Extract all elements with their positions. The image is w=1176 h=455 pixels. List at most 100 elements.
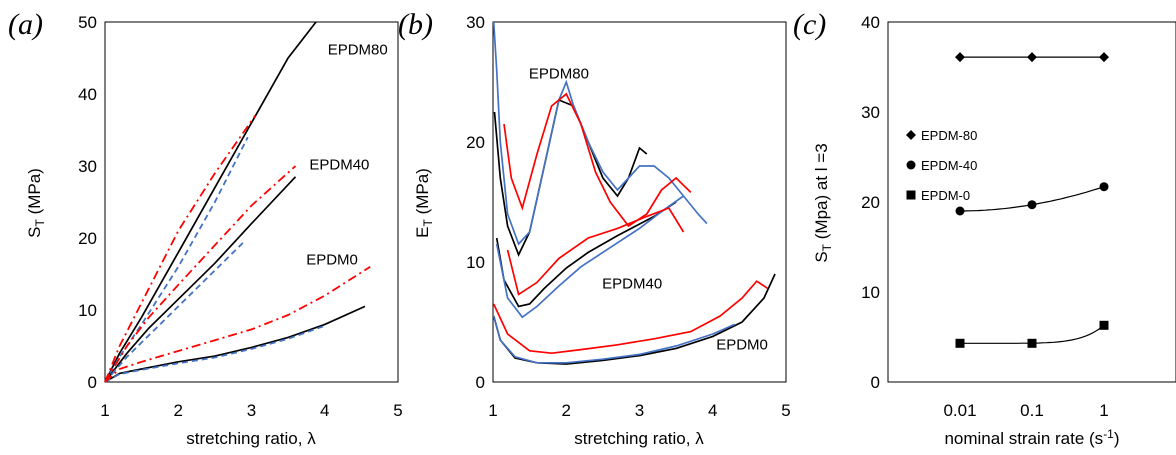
panel-c-legend-marker-0 bbox=[906, 130, 916, 140]
panel-c-point-2-2 bbox=[1099, 320, 1109, 330]
panel-c-x-tick-2: 1 bbox=[1099, 401, 1108, 420]
panel-b-curve-label-2: EPDM0 bbox=[716, 337, 768, 354]
panel-c-x-label-sup: -1 bbox=[1103, 427, 1114, 441]
panel-a-y-tick-labels: 0 10 20 30 40 50 bbox=[78, 13, 97, 392]
panel-c-y-label-sub: T bbox=[820, 243, 834, 251]
panel-b-series-line-3 bbox=[495, 201, 677, 308]
panel-a-curve-label-2: EPDM0 bbox=[306, 252, 358, 269]
panel-c-point-0-1 bbox=[1027, 52, 1037, 63]
panel-a-series-line-8 bbox=[104, 266, 371, 383]
panel-a-series-line-3 bbox=[104, 176, 297, 383]
panel-b-series-line-2 bbox=[503, 92, 692, 228]
panel-b-modulus-chart: 1 2 3 4 5 0 10 20 30 EPDM80 EPDM40 EPDM0 (b) stre… bbox=[398, 8, 791, 448]
panel-a-x-tick-4: 5 bbox=[393, 401, 402, 420]
panel-a-y-tick-0: 0 bbox=[88, 373, 97, 392]
panel-b-curve-label-1: EPDM40 bbox=[602, 275, 662, 292]
panel-a-x-axis-label: stretching ratio, λ bbox=[186, 429, 316, 448]
panel-c-point-1-0 bbox=[955, 206, 965, 216]
panel-c-legend-label-1: EPDM-40 bbox=[921, 158, 977, 173]
panel-b-y-axis-label: ET (MPa) bbox=[413, 168, 435, 238]
panel-b-x-tick-labels: 1 2 3 4 5 bbox=[488, 401, 790, 420]
panel-c-y-label-main: S bbox=[812, 251, 831, 262]
panel-c-legend-marker-1 bbox=[906, 160, 916, 170]
panel-c-legend: EPDM-80 EPDM-40 EPDM-0 bbox=[906, 128, 977, 203]
panel-b-y-tick-2: 20 bbox=[466, 133, 485, 152]
panel-b-y-tick-labels: 0 10 20 30 bbox=[466, 13, 485, 392]
panel-b-curve-label-0: EPDM80 bbox=[529, 65, 589, 82]
panel-a-series-line-0 bbox=[104, 21, 317, 383]
panel-c-y-tick-1: 10 bbox=[861, 283, 880, 302]
panel-c-series-group bbox=[955, 52, 1109, 348]
panel-a-y-label-unit: (MPa) bbox=[25, 168, 44, 219]
panel-c-y-tick-3: 30 bbox=[861, 103, 880, 122]
panel-a-series-line-7 bbox=[104, 324, 326, 383]
panel-b-y-tick-0: 0 bbox=[476, 373, 485, 392]
panel-a-y-tick-1: 10 bbox=[78, 301, 97, 320]
panel-c-point-1-2 bbox=[1099, 182, 1109, 192]
panel-c-x-axis-label: nominal strain rate (s-1) bbox=[944, 427, 1119, 448]
panel-c-letter: (c) bbox=[793, 8, 826, 41]
panel-b-y-label-sub: T bbox=[421, 219, 435, 227]
panel-c-x-label-main: nominal strain rate (s bbox=[944, 429, 1103, 448]
panel-c-x-tick-0: 0.01 bbox=[943, 401, 976, 420]
panel-a-y-tick-2: 20 bbox=[78, 229, 97, 248]
panel-c-point-2-0 bbox=[955, 338, 965, 348]
panel-a-y-tick-3: 30 bbox=[78, 157, 97, 176]
panel-a-x-tick-1: 2 bbox=[174, 401, 183, 420]
panel-c-point-0-2 bbox=[1099, 52, 1109, 63]
panel-b-x-tick-0: 1 bbox=[488, 401, 497, 420]
panel-c-point-0-0 bbox=[955, 52, 965, 63]
panel-a-x-tick-labels: 1 2 3 4 5 bbox=[100, 401, 402, 420]
panel-c-y-axis-label: ST (Mpa) at l =3 bbox=[812, 143, 834, 262]
panel-b-y-tick-3: 30 bbox=[466, 13, 485, 32]
panel-c-x-tick-labels: 0.01 0.1 1 bbox=[943, 401, 1108, 420]
panel-b-series-line-4 bbox=[495, 195, 684, 319]
panel-c-point-1-1 bbox=[1027, 200, 1037, 210]
panel-c-y-tick-labels: 0 10 20 30 40 bbox=[861, 13, 880, 392]
panel-b-x-tick-3: 4 bbox=[708, 401, 717, 420]
panel-a-curve-label-1: EPDM40 bbox=[309, 157, 369, 174]
panel-b-series-line-1 bbox=[492, 21, 708, 246]
panel-a-x-tick-3: 4 bbox=[320, 401, 329, 420]
panel-c-plot-area bbox=[887, 21, 1176, 383]
panel-a-curve-label-0: EPDM80 bbox=[328, 41, 388, 58]
panel-a-x-tick-0: 1 bbox=[100, 401, 109, 420]
panel-a-curve-labels: EPDM80 EPDM40 EPDM0 bbox=[306, 41, 387, 268]
panel-c-x-label-end: ) bbox=[1114, 429, 1120, 448]
panel-c-y-tick-4: 40 bbox=[861, 13, 880, 32]
panel-a-series-line-5 bbox=[104, 165, 297, 383]
panel-a-y-tick-5: 50 bbox=[78, 13, 97, 32]
panel-b-letter: (b) bbox=[398, 8, 433, 41]
panel-b-series-line-5 bbox=[506, 206, 685, 296]
panel-c-legend-label-2: EPDM-0 bbox=[921, 188, 970, 203]
panel-c-legend-label-0: EPDM-80 bbox=[921, 128, 977, 143]
panel-a-y-tick-4: 40 bbox=[78, 85, 97, 104]
panel-b-y-tick-1: 10 bbox=[466, 253, 485, 272]
panel-b-x-tick-2: 3 bbox=[635, 401, 644, 420]
panel-c-y-tick-0: 0 bbox=[871, 373, 880, 392]
panel-a-series-group bbox=[104, 21, 371, 383]
panel-b-series-line-8 bbox=[492, 280, 769, 355]
panel-a-y-label-sub: T bbox=[33, 219, 47, 227]
panel-c-y-label-unit: (Mpa) at l =3 bbox=[812, 143, 831, 244]
panel-c-x-tick-1: 0.1 bbox=[1020, 401, 1044, 420]
panel-a-y-label-main: S bbox=[25, 227, 44, 238]
panel-a-series-line-2 bbox=[104, 115, 256, 383]
panel-b-curve-labels: EPDM80 EPDM40 EPDM0 bbox=[529, 65, 768, 353]
panel-b-series-line-7 bbox=[492, 315, 736, 364]
panel-c-y-tick-2: 20 bbox=[861, 193, 880, 212]
panel-a-series-line-6 bbox=[104, 305, 366, 383]
panel-a-plot-area bbox=[104, 21, 399, 383]
panel-a-x-tick-2: 3 bbox=[247, 401, 256, 420]
panel-c-legend-marker-2 bbox=[906, 190, 916, 200]
panel-b-y-label-main: E bbox=[413, 227, 432, 238]
panel-b-x-axis-label: stretching ratio, λ bbox=[574, 429, 704, 448]
panel-a-letter: (a) bbox=[8, 8, 43, 41]
panel-b-y-label-unit: (MPa) bbox=[413, 168, 432, 219]
panel-b-x-tick-4: 5 bbox=[781, 401, 790, 420]
panel-a-y-axis-label: ST (MPa) bbox=[25, 168, 47, 238]
panel-b-x-tick-1: 2 bbox=[562, 401, 571, 420]
